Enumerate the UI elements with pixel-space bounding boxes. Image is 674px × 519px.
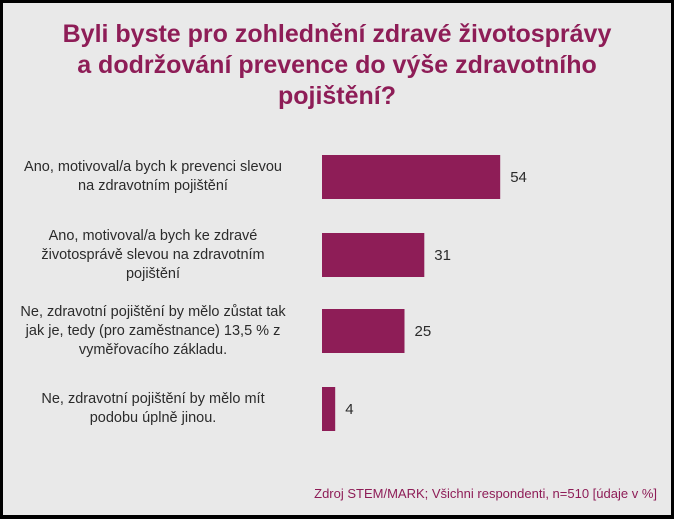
chart-title-line: Byli byste pro zohlednění zdravé životos… [62, 20, 612, 48]
source-note: Zdroj STEM/MARK; Všichni respondenti, n=… [314, 486, 657, 501]
data-label: 54 [510, 169, 527, 186]
category-label-line: na zdravotním pojištění [78, 178, 228, 194]
bar [322, 233, 425, 277]
data-label: 25 [415, 323, 432, 340]
category-label: Ano, motivoval/a bych k prevenci slevou n… [3, 158, 303, 196]
category-label-line: jak je, tedy (pro zaměstnance) 13,5 % z [25, 322, 281, 339]
bar [322, 387, 336, 431]
data-label: 31 [434, 247, 451, 264]
category-label-line: životosprávě slevou na zdravotním [41, 246, 265, 263]
chart-frame: Byli byste pro zohlednění zdravé životos… [3, 3, 671, 515]
category-label-line: Ano, motivoval/a bych k prevenci slevou [24, 159, 282, 175]
data-label: 4 [345, 401, 353, 418]
category-label: Ano, motivoval/a bych ke zdravé životospr… [3, 227, 303, 284]
category-label-line: Ne, zdravotní pojištění by mělo zůstat t… [20, 303, 286, 320]
chart-title-line: a dodržování prevence do výše zdravotníh… [77, 51, 597, 79]
chart-title: Byli byste pro zohlednění zdravé životos… [43, 19, 631, 112]
bar-plot-area: 54 31 25 4 [322, 155, 527, 431]
category-label-line: Ano, motivoval/a bych ke zdravé [48, 227, 258, 244]
bar [322, 309, 405, 353]
chart-title-line: pojištění? [277, 82, 397, 110]
category-label-line: vyměřovacího základu. [78, 341, 228, 358]
bar [322, 155, 501, 199]
category-label-line: Ne, zdravotní pojištění by mělo mít [41, 391, 265, 407]
category-label-line: pojištění [125, 265, 180, 282]
category-label: Ne, zdravotní pojištění by mělo zůstat t… [3, 303, 303, 360]
category-label-line: podobu úplně jinou. [89, 410, 217, 426]
category-label: Ne, zdravotní pojištění by mělo mít podob… [3, 390, 303, 428]
